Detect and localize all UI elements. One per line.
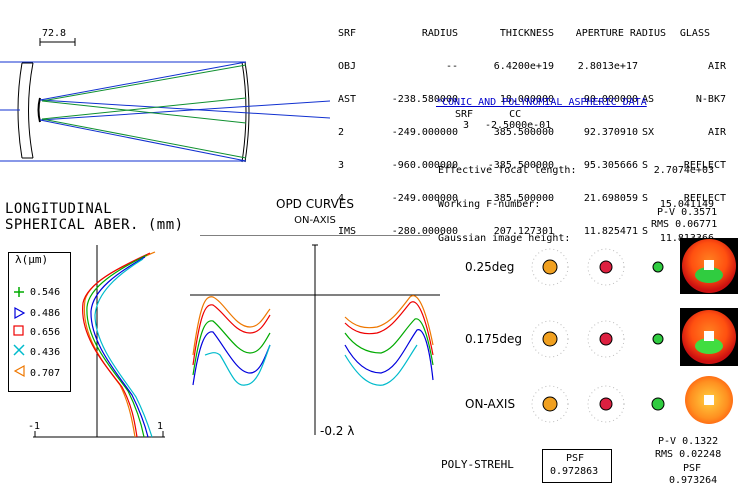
field-label: 0.175deg	[465, 332, 522, 346]
efl-value: 2.7074e+03	[653, 165, 714, 176]
col-glass: GLASS	[679, 28, 710, 39]
col-thickness: THICKNESS	[499, 28, 554, 39]
table-header: SRF RADIUS THICKNESS APERTURE RADIUS GLA…	[338, 28, 726, 39]
table-row: OBJ -- 6.4200e+19 2.8013e+17 AIR	[338, 61, 726, 72]
opd-title: OPD CURVES	[276, 197, 354, 211]
surface-table: SRF RADIUS THICKNESS APERTURE RADIUS GLA…	[338, 6, 726, 248]
lsa-title: LONGITUDINAL SPHERICAL ABER. (mm)	[5, 201, 184, 233]
opd-curve-0.656-left	[192, 304, 271, 366]
psf-bottom-label: PSF	[683, 463, 702, 474]
col-srf: SRF	[338, 28, 357, 39]
strehl-box-value: 0.972863	[550, 466, 599, 477]
opd-curve-0.546-right	[344, 318, 434, 366]
opd-scale-label: -0.2 λ	[320, 424, 355, 438]
opd-curve-0.486-left	[192, 331, 271, 386]
layout-diagram	[0, 38, 330, 163]
lsa-curve-0.707	[83, 251, 156, 438]
legend-label: 0.436	[30, 347, 61, 358]
aspheric-header: SRF CC	[455, 109, 522, 120]
lsa-curve-0.546	[86, 254, 148, 438]
table-row: AST -238.580000 18.000000 90.000000 AS N-BK7	[338, 94, 726, 105]
rms-bottom: RMS 0.02248	[655, 449, 722, 460]
spot-diagrams	[531, 248, 665, 423]
psf-bottom-value: 0.973264	[669, 475, 718, 486]
spot-row-on-axis	[531, 385, 665, 423]
legend-label: 0.486	[30, 308, 61, 319]
fnum-label: Working F-number:	[438, 199, 541, 210]
ray-fan-green	[41, 64, 247, 159]
legend-title: λ(μm)	[15, 253, 49, 266]
col-radius: RADIUS	[421, 28, 458, 39]
triangle-left-icon	[13, 364, 25, 378]
lsa-curve-0.436	[94, 258, 153, 438]
lsa-axis-max: 1	[157, 421, 164, 432]
field-label: 0.25deg	[465, 260, 515, 274]
rms-top: RMS 0.06771	[651, 219, 718, 230]
spot-row-0.25deg	[531, 248, 664, 286]
field-label: ON-AXIS	[465, 397, 516, 411]
lsa-curve-0.486	[90, 256, 149, 438]
col-aperture: APERTURE RADIUS	[575, 28, 666, 39]
legend-label: 0.656	[30, 327, 61, 338]
square-icon	[13, 325, 24, 336]
wavefront-map-0.175deg	[680, 308, 738, 366]
table-row: 3 -960.000000 -385.500000 95.305666 S REFLECT	[338, 160, 726, 171]
scale-bar-label: 72.8	[42, 28, 67, 39]
opd-curve-0.436-left	[204, 344, 271, 386]
image-height-label: Gaussian image height:	[438, 233, 571, 244]
legend-label: 0.546	[30, 287, 61, 298]
lsa-plot	[33, 245, 165, 438]
wavefront-map-on-axis	[680, 375, 738, 424]
table-row: IMS -280.000000 207.127301 11.825471 S	[338, 226, 649, 237]
efl-label: Effective focal length:	[438, 165, 577, 176]
primary-mirror	[241, 61, 247, 163]
opd-subtitle: ON-AXIS	[294, 215, 336, 226]
x-icon	[13, 344, 25, 356]
spot-row-0.175deg	[531, 320, 664, 358]
wavefront-map-0.25deg	[680, 238, 738, 294]
pv-bottom: P-V 0.1322	[658, 436, 719, 447]
opd-plot	[190, 235, 440, 435]
opd-curve-0.656-right	[344, 301, 434, 356]
table-row: 2 -249.000000 385.500000 92.370910 SX AIR	[338, 127, 726, 138]
triangle-right-icon	[14, 306, 26, 320]
ray-fan-blue	[0, 61, 330, 162]
table-row: 4 -249.000000 385.500000 21.698059 S REFLECT	[338, 193, 726, 204]
aspheric-data-link[interactable]: *CONIC AND POLYNOMIAL ASPHERIC DATA	[436, 97, 647, 108]
strehl-box-label: PSF	[566, 453, 585, 464]
strehl-box	[542, 449, 612, 483]
opd-curve-0.486-right	[344, 329, 434, 381]
opd-curve-0.546-left	[192, 320, 271, 376]
pv-top: P-V 0.3571	[657, 207, 718, 218]
lsa-curve-0.656	[82, 252, 151, 438]
opd-curve-0.436-right	[344, 344, 418, 386]
legend-label: 0.707	[30, 368, 61, 379]
aspheric-row: 3 -2.5000e-01	[462, 120, 552, 131]
wavefront-maps	[680, 238, 738, 424]
legend-symbols	[13, 287, 26, 378]
strehl-label: POLY-STREHL	[441, 458, 514, 471]
opd-curve-0.707-right	[344, 295, 434, 346]
opd-curve-0.707-left	[192, 296, 271, 356]
plus-icon	[14, 287, 24, 297]
secondary-mirror	[37, 97, 41, 123]
lsa-axis-min: -1	[28, 421, 41, 432]
fnum-value: 15.041149	[659, 199, 714, 210]
wavelength-legend	[8, 252, 71, 392]
